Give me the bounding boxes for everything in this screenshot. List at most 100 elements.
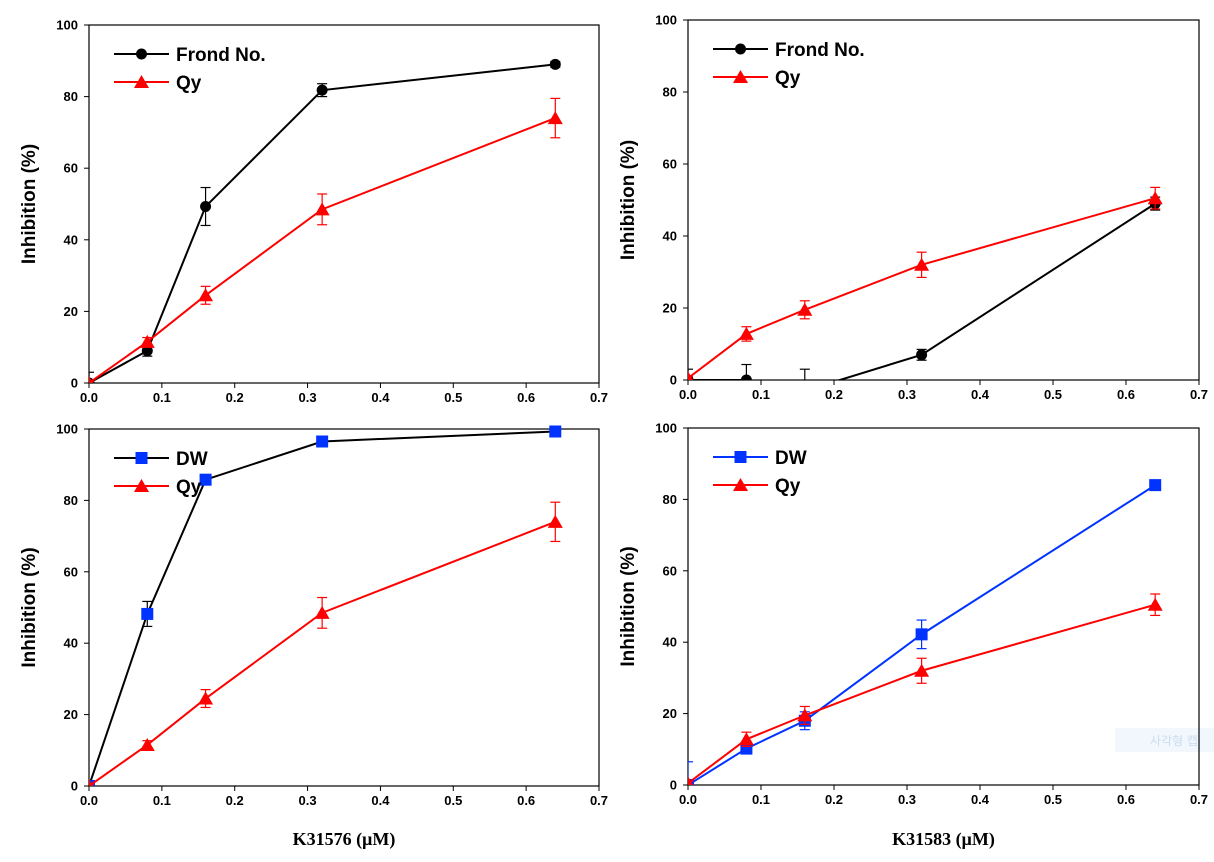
- data-point: [547, 514, 563, 528]
- data-point: [316, 435, 329, 448]
- legend-marker: [733, 478, 748, 491]
- y-tick-label: 100: [655, 13, 677, 28]
- legend-entry: Qy: [114, 73, 202, 94]
- x-tick-label: 0.0: [679, 792, 697, 807]
- data-point: [549, 425, 562, 438]
- data-point: [89, 779, 94, 786]
- y-tick-label: 20: [64, 304, 78, 319]
- legend-label: Qy: [775, 476, 801, 497]
- y-tick-label: 40: [663, 635, 677, 650]
- x-tick-label: 0.7: [590, 793, 608, 808]
- data-point: [1149, 479, 1162, 492]
- legend-marker: [135, 452, 148, 464]
- y-axis-label: Inhibition (%): [19, 547, 40, 667]
- legend-label: Qy: [176, 477, 202, 498]
- data-point: [198, 691, 214, 705]
- data-point: [199, 473, 212, 486]
- series-line: [688, 202, 1156, 380]
- chart-panel-2: 0.0 0.1 0.2 0.3 0.4 0.5 0.6 0.7 0 20 40 60 80 100 Inhi…: [618, 13, 1208, 403]
- legend-entry: Qy: [713, 68, 801, 89]
- series-1: [89, 58, 561, 383]
- data-point: [139, 334, 155, 348]
- y-tick-label: 80: [64, 89, 78, 104]
- y-tick-label: 0: [71, 779, 78, 794]
- series-2: [688, 593, 1163, 785]
- data-point: [688, 371, 694, 380]
- y-tick-label: 60: [64, 161, 78, 176]
- chart-panel-1: 0.0 0.1 0.2 0.3 0.4 0.5 0.6 0.7 0 20 40 60 80 100 Inhi…: [19, 18, 608, 406]
- x-tick-label: 0.1: [153, 793, 171, 808]
- data-area: [89, 58, 563, 383]
- plot-frame: [687, 19, 1200, 381]
- series-1: [89, 425, 562, 786]
- data-point: [916, 349, 928, 361]
- data-point: [139, 737, 155, 751]
- x-tick-label: 0.2: [825, 387, 843, 402]
- data-point: [797, 302, 813, 316]
- x-tick-label: 0.4: [371, 793, 390, 808]
- x-tick-label: 0.6: [517, 390, 535, 405]
- legend: Frond No. Qy: [114, 45, 266, 94]
- data-point: [915, 628, 928, 641]
- legend-label: Qy: [176, 73, 202, 94]
- watermark-text: 사각형 캡: [1150, 734, 1198, 748]
- legend-label: DW: [775, 448, 807, 469]
- y-tick-label: 0: [670, 778, 677, 793]
- x-tick-label: 0.3: [299, 390, 317, 405]
- data-point: [200, 201, 212, 213]
- legend-label: Qy: [775, 68, 801, 89]
- series-2: [89, 97, 563, 383]
- x-tick-label: 0.1: [752, 792, 770, 807]
- data-point: [314, 605, 330, 619]
- y-tick-label: 100: [56, 18, 78, 33]
- legend-marker: [733, 70, 748, 83]
- series-line: [89, 520, 556, 786]
- data-area: [688, 186, 1163, 396]
- plot-frame: [88, 428, 600, 787]
- data-area: [89, 425, 563, 786]
- series-2: [89, 501, 563, 786]
- legend-entry: Frond No.: [713, 40, 865, 61]
- y-tick-label: 80: [663, 85, 677, 100]
- data-point: [1147, 597, 1163, 611]
- x-tick-label: 0.4: [371, 390, 390, 405]
- y-tick-label: 80: [64, 493, 78, 508]
- data-point: [688, 776, 694, 785]
- data-point: [141, 345, 153, 357]
- legend-marker: [134, 479, 149, 492]
- y-tick-label: 40: [663, 229, 677, 244]
- x-tick-label: 0.6: [1117, 387, 1135, 402]
- x-tick-label: 0.5: [444, 793, 462, 808]
- y-tick-label: 20: [663, 301, 677, 316]
- x-tick-label: 0.5: [444, 390, 462, 405]
- x-tick-label: 0.0: [80, 390, 98, 405]
- x-tick-label: 0.4: [971, 792, 990, 807]
- chart-panel-4: 0.0 0.1 0.2 0.3 0.4 0.5 0.6 0.7 0 20 40 60 80 100 Inhi…: [618, 421, 1208, 851]
- data-point: [547, 111, 563, 125]
- x-tick-label: 0.2: [226, 793, 244, 808]
- legend-entry: Qy: [713, 476, 801, 497]
- legend-label: DW: [176, 449, 208, 470]
- legend-entry: DW: [114, 449, 208, 470]
- x-tick-label: 0.0: [679, 387, 697, 402]
- data-point: [799, 385, 810, 396]
- x-tick-label: 0.3: [299, 793, 317, 808]
- plot-frame: [687, 427, 1200, 786]
- x-tick-label: 0.4: [971, 387, 990, 402]
- series-2: [688, 186, 1163, 380]
- data-point: [1147, 191, 1163, 205]
- legend-marker: [136, 48, 147, 60]
- legend: Frond No. Qy: [713, 40, 865, 89]
- x-tick-label: 0.6: [517, 793, 535, 808]
- y-tick-label: 40: [64, 636, 78, 651]
- x-tick-label: 0.7: [1190, 387, 1208, 402]
- y-tick-label: 80: [663, 492, 677, 507]
- y-tick-label: 60: [663, 563, 677, 578]
- legend-label: Frond No.: [176, 45, 266, 66]
- data-point: [314, 202, 330, 216]
- x-tick-label: 0.1: [752, 387, 770, 402]
- data-point: [740, 742, 753, 755]
- data-area: [688, 479, 1163, 785]
- data-point: [141, 607, 154, 620]
- x-tick-label: 0.0: [80, 793, 98, 808]
